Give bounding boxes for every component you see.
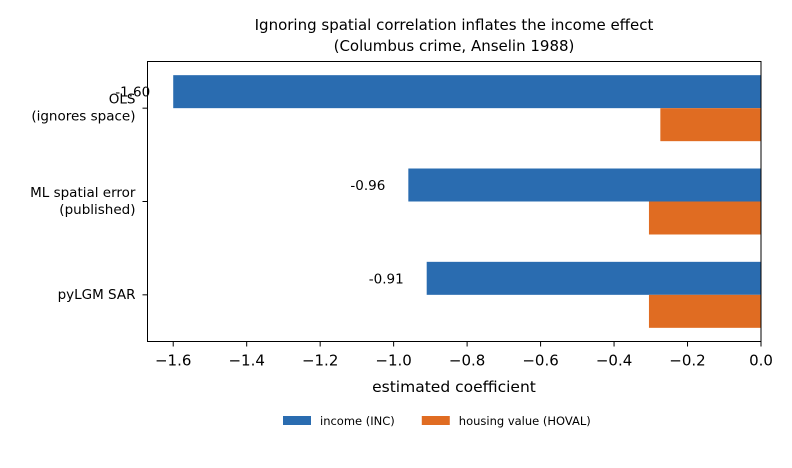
legend-swatch-1 [421, 416, 450, 425]
bar-housing-1 [648, 201, 761, 235]
x-tick-label: −0.6 [522, 352, 558, 370]
y-tick-label: (ignores space) [31, 109, 135, 125]
x-tick-label: −1.4 [228, 352, 264, 370]
bar-income-1 [408, 168, 761, 202]
data-label-income-1: -0.96 [350, 178, 385, 194]
x-axis: −1.6 −1.4 −1.2 −1.0 −0.8 −0.6 −0.4 −0.2 0.0 [155, 341, 773, 370]
bar-income-0 [173, 75, 761, 109]
y-tick-label: OLS [109, 92, 136, 108]
legend: income (INC) housing value (HOVAL) [283, 414, 591, 428]
x-tick-label: −1.6 [155, 352, 191, 370]
data-label-income-2: -0.91 [369, 271, 404, 287]
x-axis-label: estimated coefficient [372, 378, 536, 396]
legend-label-1: housing value (HOVAL) [459, 414, 591, 428]
bars-layer [173, 75, 761, 328]
x-tick-label: 0.0 [749, 352, 773, 370]
x-tick-label: −0.2 [669, 352, 705, 370]
data-labels-layer: -1.60 -0.96 -0.91 [115, 85, 403, 288]
x-tick-label: −0.4 [596, 352, 632, 370]
x-tick-label: −0.8 [449, 352, 485, 370]
x-tick-label: −1.2 [302, 352, 338, 370]
data-label-income-0: -1.60 [115, 85, 150, 101]
y-tick-label: ML spatial error [30, 185, 136, 201]
chart-title: Ignoring spatial correlation inflates th… [255, 16, 654, 34]
y-tick-label: (published) [59, 202, 135, 218]
bar-housing-0 [660, 108, 761, 142]
chart-subtitle: (Columbus crime, Anselin 1988) [334, 37, 575, 55]
legend-label-0: income (INC) [320, 414, 395, 428]
bar-income-2 [426, 261, 761, 295]
y-axis: OLS(ignores space) ML spatial error(publi… [30, 92, 148, 303]
x-tick-label: −1.0 [375, 352, 411, 370]
legend-swatch-0 [283, 416, 311, 425]
y-tick-label: pyLGM SAR [58, 287, 136, 303]
bar-housing-2 [648, 294, 761, 328]
